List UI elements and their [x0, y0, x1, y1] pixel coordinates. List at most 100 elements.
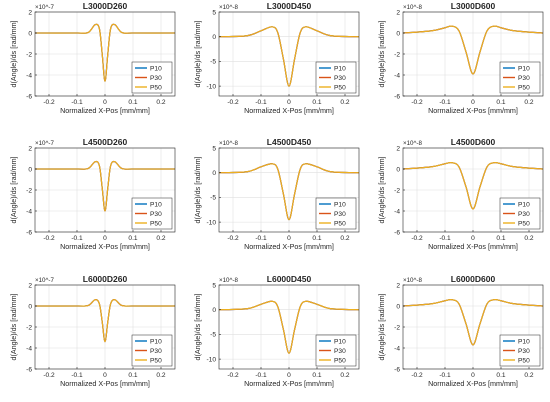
- y-exponent-label: ×10^-7: [35, 277, 54, 284]
- subplot-title: L4500D450: [267, 137, 312, 147]
- y-tick-label: 5: [212, 9, 216, 16]
- y-tick-label: -5: [210, 195, 216, 202]
- x-tick-label: 0.1: [496, 99, 505, 106]
- x-tick-label: 0.2: [340, 372, 349, 379]
- x-tick-label: -0.2: [227, 372, 239, 379]
- legend-label-p50: P50: [518, 220, 530, 227]
- series-line-p50: [402, 298, 544, 346]
- y-tick-label: 5: [212, 282, 216, 289]
- x-tick-label: 0.1: [312, 372, 321, 379]
- y-tick-label: -2: [394, 187, 400, 194]
- y-tick-label: -6: [26, 229, 32, 236]
- x-axis-label: Normalized X-Pos [mm/mm]: [244, 379, 334, 388]
- y-exponent-label: ×10^-8: [403, 277, 422, 284]
- y-tick-label: -6: [394, 93, 400, 100]
- x-tick-label: 0.1: [128, 235, 137, 242]
- series-line-p50: [402, 25, 544, 75]
- y-axis-label: d(Angle)/ds [rad/mm]: [193, 156, 202, 223]
- x-tick-label: -0.1: [71, 372, 83, 379]
- y-tick-label: 2: [28, 282, 32, 289]
- x-axis-label: Normalized X-Pos [mm/mm]: [244, 106, 334, 115]
- x-tick-label: -0.2: [411, 99, 423, 106]
- subplot-title: L6000D600: [451, 274, 496, 284]
- legend-label-p10: P10: [518, 201, 530, 208]
- series-line-p50: [34, 23, 176, 82]
- subplot-l6000d260: -0.2 -0.1 0 0.1 0.2 -6 -4 -2 0 2×10^-7 L6000D260 No…: [9, 274, 176, 388]
- y-tick-label: 0: [212, 307, 216, 314]
- series-line-p50: [218, 26, 360, 87]
- y-tick-label: 0: [28, 166, 32, 173]
- x-tick-label: -0.1: [439, 235, 451, 242]
- y-tick-label: -2: [394, 51, 400, 58]
- legend-label-p30: P30: [518, 211, 530, 218]
- x-tick-label: -0.2: [43, 99, 55, 106]
- x-tick-label: 0.1: [496, 372, 505, 379]
- legend-label-p10: P10: [150, 201, 162, 208]
- legend-label-p50: P50: [150, 84, 162, 91]
- legend-label-p10: P10: [518, 338, 530, 345]
- legend-label-p30: P30: [150, 348, 162, 355]
- series-line-p50: [402, 161, 544, 210]
- subplot-title: L3000D450: [267, 1, 312, 11]
- legend-label-p50: P50: [150, 357, 162, 364]
- legend-label-p10: P10: [150, 65, 162, 72]
- legend-label-p30: P30: [518, 348, 530, 355]
- y-tick-label: 0: [396, 303, 400, 310]
- x-tick-label: 0: [471, 99, 475, 106]
- y-axis-label: d(Angle)/ds [rad/mm]: [193, 20, 202, 87]
- x-tick-label: -0.1: [71, 235, 83, 242]
- series-line-p50: [34, 160, 176, 212]
- y-tick-label: -5: [210, 59, 216, 66]
- x-tick-label: 0.1: [312, 235, 321, 242]
- subplot-title: L4500D260: [83, 137, 128, 147]
- y-axis-label: d(Angle)/ds [rad/mm]: [377, 20, 386, 87]
- y-tick-label: -10: [206, 219, 216, 226]
- y-axis-label: d(Angle)/ds [rad/mm]: [193, 293, 202, 360]
- subplot-title: L3000D600: [451, 1, 496, 11]
- x-tick-label: 0: [287, 372, 291, 379]
- x-axis-label: Normalized X-Pos [mm/mm]: [428, 379, 518, 388]
- legend-label-p10: P10: [334, 65, 346, 72]
- x-tick-label: -0.2: [411, 372, 423, 379]
- x-tick-label: 0.2: [156, 372, 165, 379]
- subplot-l4500d450: -0.2 -0.1 0 0.1 0.2 -10 -5 0 5×10^-8 L4500D450 Nor…: [193, 137, 360, 251]
- x-tick-label: 0: [287, 99, 291, 106]
- x-tick-label: -0.2: [227, 99, 239, 106]
- legend-label-p10: P10: [334, 338, 346, 345]
- y-tick-label: -2: [26, 51, 32, 58]
- y-exponent-label: ×10^-8: [219, 277, 238, 284]
- x-tick-label: 0.2: [156, 99, 165, 106]
- series-line-p50: [218, 163, 360, 221]
- series-line-p50: [218, 300, 360, 354]
- y-tick-label: -6: [26, 93, 32, 100]
- x-tick-label: 0: [103, 372, 107, 379]
- y-axis-label: d(Angle)/ds [rad/mm]: [9, 156, 18, 223]
- legend-label-p30: P30: [518, 75, 530, 82]
- legend-label-p30: P30: [150, 211, 162, 218]
- y-tick-label: 0: [28, 30, 32, 37]
- y-tick-label: 0: [396, 30, 400, 37]
- x-tick-label: 0.2: [156, 235, 165, 242]
- y-tick-label: 2: [396, 145, 400, 152]
- y-tick-label: 0: [28, 303, 32, 310]
- x-axis-label: Normalized X-Pos [mm/mm]: [428, 106, 518, 115]
- x-tick-label: -0.1: [255, 99, 267, 106]
- legend-label-p50: P50: [518, 357, 530, 364]
- x-tick-label: 0.1: [312, 99, 321, 106]
- legend-label-p10: P10: [150, 338, 162, 345]
- subplot-l6000d450: -0.2 -0.1 0 0.1 0.2 -10 -5 0 5×10^-8 L6000D450 Nor…: [193, 274, 360, 388]
- x-tick-label: -0.2: [227, 235, 239, 242]
- x-tick-label: 0.2: [340, 99, 349, 106]
- y-tick-label: 2: [396, 9, 400, 16]
- y-tick-label: -4: [26, 345, 32, 352]
- y-tick-label: -2: [26, 187, 32, 194]
- x-tick-label: -0.1: [255, 235, 267, 242]
- x-tick-label: 0.1: [128, 99, 137, 106]
- legend-label-p50: P50: [334, 357, 346, 364]
- x-axis-label: Normalized X-Pos [mm/mm]: [244, 242, 334, 251]
- legend-label-p10: P10: [334, 201, 346, 208]
- subplot-l4500d600: -0.2 -0.1 0 0.1 0.2 -6 -4 -2 0 2×10^-8 L4500D600 No…: [377, 137, 544, 251]
- legend-label-p50: P50: [334, 84, 346, 91]
- x-axis-label: Normalized X-Pos [mm/mm]: [60, 106, 150, 115]
